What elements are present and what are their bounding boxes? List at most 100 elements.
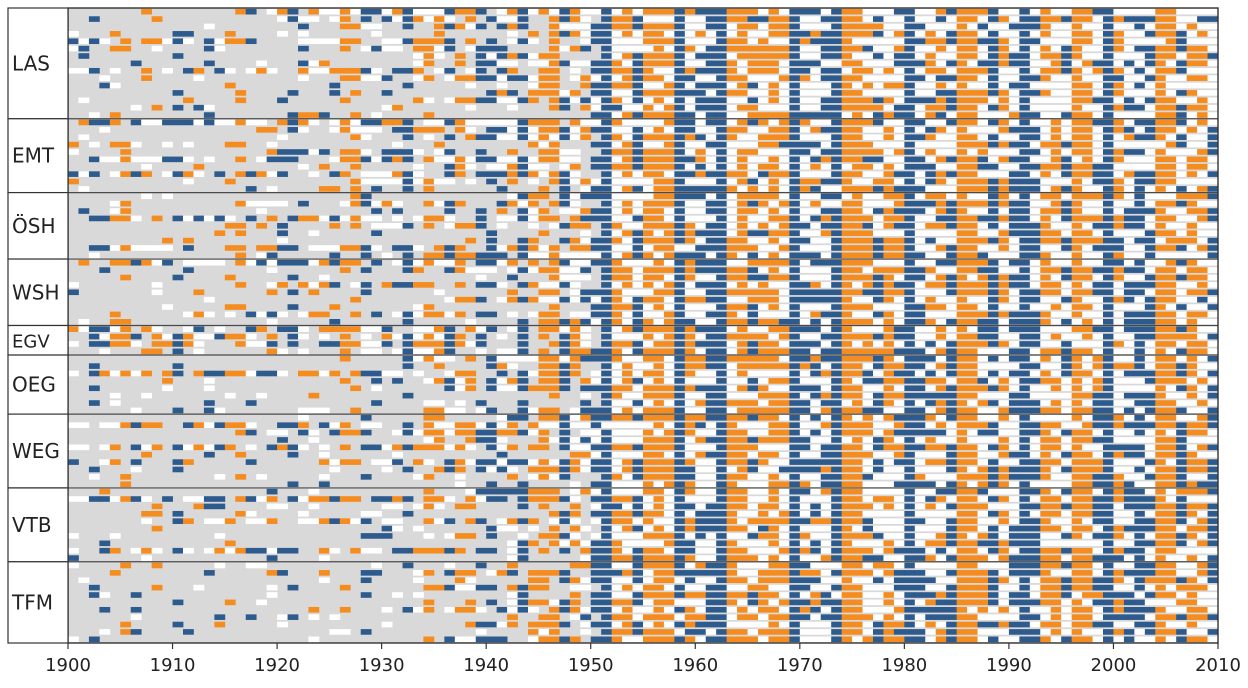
heatmap-cell [695,252,707,259]
heatmap-cell [737,31,748,37]
heatmap-cell [956,326,968,332]
heatmap-cell [1008,414,1020,421]
heatmap-cell [663,414,675,421]
heatmap-cell [914,252,926,259]
heatmap-cell [831,363,843,369]
heatmap-cell [1071,223,1083,229]
heatmap-cell [413,171,424,177]
heatmap-cell [1061,171,1073,177]
heatmap-cell [1008,429,1020,436]
heatmap-cell [893,451,905,458]
heatmap-cell [632,127,644,133]
heatmap-cell [904,252,916,259]
heatmap-cell [444,178,456,185]
heatmap-cell [810,296,822,303]
heatmap-cell [1113,252,1125,259]
heatmap-cell [580,31,592,37]
heatmap-cell [998,104,1010,111]
heatmap-cell [695,127,707,133]
heatmap-cell [726,230,738,237]
heatmap-cell [109,31,121,37]
heatmap-cell [768,348,780,355]
heatmap-cell [496,414,508,421]
heatmap-cell [988,82,999,89]
heatmap-cell [308,8,320,15]
heatmap-cell [559,45,571,52]
heatmap-cell [1186,223,1198,229]
heatmap-cell [904,378,916,384]
heatmap-cell [1207,193,1219,200]
heatmap-cell [873,319,884,325]
heatmap-cell [1197,90,1208,96]
heatmap-cell [1061,370,1073,377]
heatmap-cell [569,319,581,325]
heatmap-cell [402,267,414,273]
heatmap-cell [601,223,613,229]
heatmap-cell [925,8,937,15]
heatmap-cell [831,67,843,74]
heatmap-cell [883,31,895,37]
heatmap-cell [611,193,623,200]
heatmap-cell [1155,267,1167,273]
heatmap-cell [1061,23,1073,30]
heatmap-cell [977,53,989,59]
heatmap-cell [841,252,853,259]
heatmap-cell [684,282,696,288]
heatmap-cell [1092,134,1104,141]
heatmap-cell [266,319,278,325]
heatmap-cell [799,378,811,384]
heatmap-cell [726,422,738,428]
heatmap-cell [68,289,79,296]
heatmap-cell [339,171,351,177]
heatmap-cell [1165,319,1177,325]
heatmap-cell [507,422,518,428]
heatmap-cell [643,230,654,237]
heatmap-cell [162,304,173,310]
heatmap-cell [977,112,989,118]
heatmap-cell [120,274,132,281]
heatmap-cell [852,444,863,451]
heatmap-cell [684,200,696,207]
heatmap-cell [967,60,978,67]
heatmap-cell [538,370,550,377]
heatmap-cell [674,67,686,74]
heatmap-cell [862,163,874,170]
heatmap-cell [643,363,654,369]
heatmap-cell [904,127,916,133]
heatmap-cell [726,223,738,229]
heatmap-cell [789,311,801,318]
heatmap-cell [1061,45,1073,52]
heatmap-cell [454,407,466,414]
heatmap-cell [810,156,822,163]
heatmap-cell [130,444,142,451]
heatmap-cell [88,363,100,369]
heatmap-cell [298,31,309,37]
heatmap-cell [465,82,477,89]
heatmap-cell [1029,75,1041,81]
heatmap-cell [716,304,728,310]
heatmap-cell [465,341,477,347]
heatmap-cell [548,422,560,428]
heatmap-cell [1134,245,1146,251]
heatmap-cell [318,407,330,414]
heatmap-cell [1103,400,1114,406]
heatmap-cell [454,370,466,377]
heatmap-cell [486,163,498,170]
heatmap-cell [193,163,205,170]
heatmap-cell [726,378,738,384]
heatmap-cell [663,259,675,266]
heatmap-cell [1071,119,1083,126]
heatmap-cell [935,60,947,67]
heatmap-cell [423,400,435,406]
heatmap-cell [517,75,529,81]
heatmap-cell [413,149,424,155]
heatmap-cell [695,53,707,59]
heatmap-cell [1050,237,1062,244]
heatmap-cell [371,75,383,81]
heatmap-cell [402,149,414,155]
heatmap-cell [852,304,863,310]
heatmap-cell [601,119,613,126]
heatmap-cell [998,90,1010,96]
heatmap-cell [350,282,362,288]
heatmap-cell [622,163,633,170]
